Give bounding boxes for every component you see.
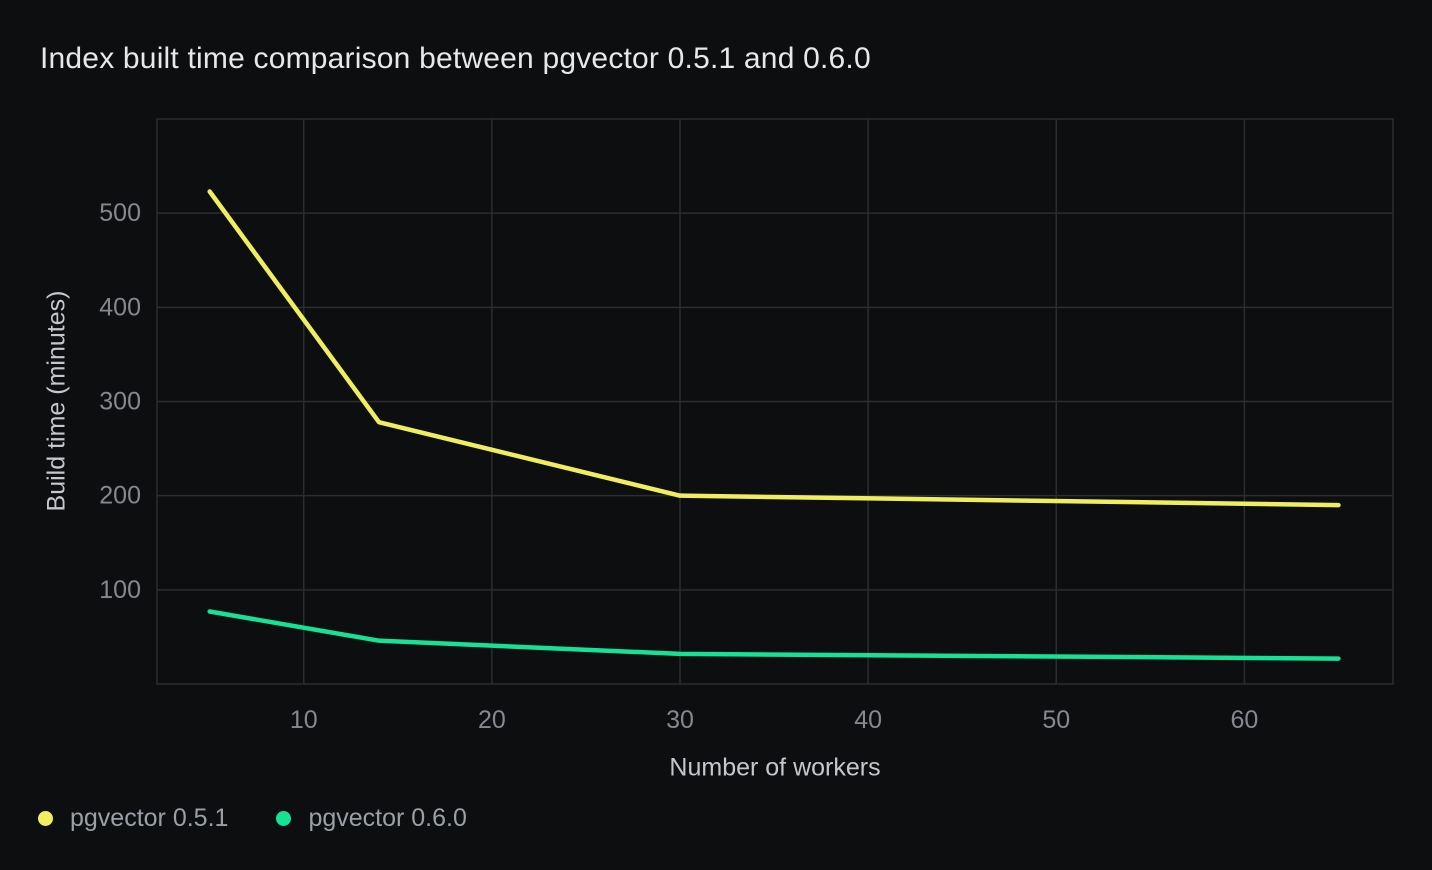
y-tick-label: 500 [99,199,141,227]
x-tick-label: 60 [1230,706,1258,734]
legend-item-pgvector-0-6-0: pgvector 0.6.0 [276,804,467,833]
series-line-0 [207,189,1341,508]
x-tick-label: 40 [854,706,882,734]
x-tick-label: 50 [1042,706,1070,734]
x-tick-label: 30 [666,706,694,734]
y-tick-label: 300 [99,388,141,416]
y-axis-title: Build time (minutes) [42,290,71,512]
x-axis-title: Number of workers [669,753,881,782]
legend-label-pgvector-0-5-1: pgvector 0.5.1 [70,804,229,832]
y-tick-label: 200 [99,482,141,510]
y-tick-label: 400 [99,293,141,321]
legend-item-pgvector-0-5-1: pgvector 0.5.1 [38,804,228,833]
legend: pgvector 0.5.1 pgvector 0.6.0 [38,804,467,833]
y-tick-label: 100 [99,576,141,604]
plot-frame [156,118,1394,685]
series-line-1 [207,609,1341,661]
x-tick-label: 10 [290,706,318,734]
legend-label-pgvector-0-6-0: pgvector 0.6.0 [308,804,467,832]
x-tick-label: 20 [478,706,506,734]
legend-dot-pgvector-0-5-1-icon [38,811,53,826]
legend-dot-pgvector-0-6-0-icon [276,811,292,826]
chart-title: Index built time comparison between pgve… [40,42,871,75]
